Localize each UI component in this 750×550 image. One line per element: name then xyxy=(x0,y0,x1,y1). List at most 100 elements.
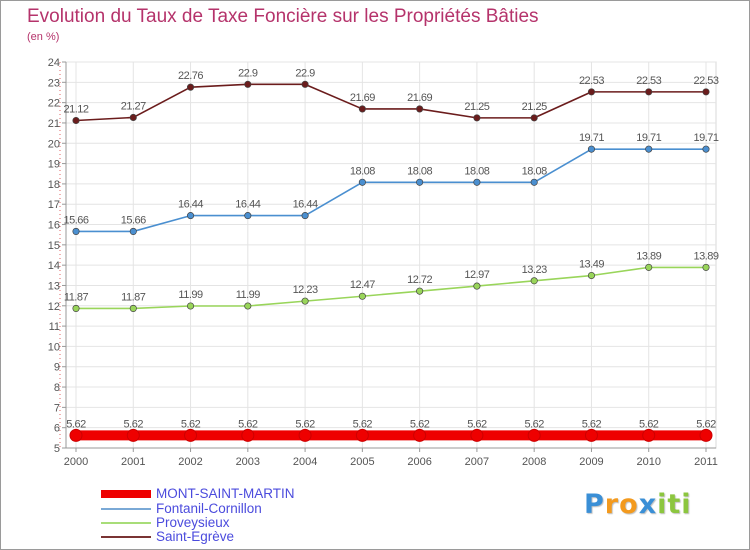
data-point xyxy=(129,227,137,235)
data-point xyxy=(587,145,596,153)
data-point xyxy=(416,287,424,295)
data-label: 19.71 xyxy=(579,132,604,144)
data-label: 12.47 xyxy=(350,279,375,291)
data-label: 18.08 xyxy=(350,165,375,177)
data-point xyxy=(587,88,596,96)
series-line xyxy=(75,148,707,233)
data-label: 5.62 xyxy=(410,418,430,430)
data-point xyxy=(645,145,653,153)
y-tick-label: 10 xyxy=(48,341,60,353)
y-tick-label: 19 xyxy=(48,159,60,171)
logo-letter: o xyxy=(619,489,639,520)
data-point xyxy=(126,428,140,442)
data-label: 15.66 xyxy=(121,214,146,226)
y-tick-label: 6 xyxy=(54,423,60,435)
data-point xyxy=(702,263,710,271)
legend-swatch xyxy=(101,508,151,510)
data-label: 13.89 xyxy=(636,250,661,262)
logo-letter: P xyxy=(584,489,605,520)
x-tick-label: 2003 xyxy=(236,456,260,468)
data-point xyxy=(645,263,653,271)
data-label: 21.12 xyxy=(63,104,88,116)
data-label: 12.23 xyxy=(293,284,318,296)
x-tick-label: 2000 xyxy=(64,456,88,468)
data-label: 5.62 xyxy=(524,418,544,430)
y-tick-label: 16 xyxy=(48,220,60,232)
data-label: 5.62 xyxy=(353,418,373,430)
y-tick-label: 14 xyxy=(48,260,60,272)
legend-label: Fontanil-Cornillon xyxy=(156,501,262,516)
data-point xyxy=(301,80,309,88)
data-point xyxy=(184,428,198,442)
data-point xyxy=(301,297,309,305)
plot-area xyxy=(65,61,717,449)
data-point xyxy=(186,212,195,220)
data-label: 18.08 xyxy=(464,165,489,177)
data-point xyxy=(527,428,541,442)
data-point xyxy=(358,292,366,300)
y-tick-label: 22 xyxy=(48,98,60,110)
data-point xyxy=(473,178,481,186)
data-label: 16.44 xyxy=(235,199,260,211)
data-point xyxy=(301,212,309,220)
data-point xyxy=(355,428,369,442)
data-point xyxy=(244,80,252,88)
legend-label: Saint-Egrève xyxy=(156,529,235,544)
y-tick-label: 24 xyxy=(48,57,60,69)
y-tick-label: 15 xyxy=(48,240,60,252)
x-tick-label: 2008 xyxy=(522,456,546,468)
data-label: 5.62 xyxy=(582,418,602,430)
data-point xyxy=(413,428,427,442)
data-label: 18.08 xyxy=(407,165,432,177)
data-point xyxy=(584,428,598,442)
data-point xyxy=(530,178,538,186)
logo-letter: i xyxy=(681,489,692,520)
data-label: 5.62 xyxy=(639,418,659,430)
chart-subtitle: (en %) xyxy=(27,31,60,43)
line-chart: 5 6 7 8 9 10 11 12 13 14 15 16 17 18 19 20 21 22 23 24 2000 2… xyxy=(48,57,720,468)
data-label: 13.23 xyxy=(522,264,547,276)
data-label: 22.53 xyxy=(693,75,718,87)
logo-letter: t xyxy=(667,489,682,520)
y-tick-label: 21 xyxy=(48,118,60,130)
data-point xyxy=(642,428,656,442)
data-point xyxy=(72,304,80,312)
data-label: 21.25 xyxy=(522,101,547,113)
x-tick-label: 2001 xyxy=(121,456,145,468)
data-label: 22.76 xyxy=(178,70,203,82)
y-tick-label: 23 xyxy=(48,77,60,89)
data-point xyxy=(470,428,484,442)
logo-letter: r xyxy=(604,489,620,520)
series-line xyxy=(75,83,707,122)
data-label: 13.89 xyxy=(693,250,718,262)
data-point xyxy=(298,428,312,442)
data-label: 22.53 xyxy=(636,75,661,87)
data-label: 13.49 xyxy=(579,259,604,271)
data-label: 11.99 xyxy=(178,289,203,301)
data-point xyxy=(416,105,424,113)
x-tick-label: 2010 xyxy=(636,456,660,468)
data-label: 5.62 xyxy=(238,418,258,430)
data-point xyxy=(530,114,538,122)
data-point xyxy=(244,302,252,310)
data-label: 21.25 xyxy=(464,101,489,113)
legend-swatch xyxy=(101,522,151,524)
data-label: 16.44 xyxy=(178,199,203,211)
y-tick-label: 9 xyxy=(54,362,60,374)
y-tick-label: 8 xyxy=(54,382,60,394)
data-label: 18.08 xyxy=(522,165,547,177)
data-point xyxy=(72,116,80,125)
data-point xyxy=(473,282,481,290)
data-label: 21.27 xyxy=(121,100,146,112)
data-label: 5.62 xyxy=(696,418,716,430)
data-label: 22.9 xyxy=(238,67,258,79)
y-tick-label: 20 xyxy=(48,138,60,150)
data-point xyxy=(358,105,366,113)
data-point xyxy=(129,113,137,122)
legend-swatch xyxy=(101,536,151,538)
proxiti-logo: Proxiti xyxy=(584,489,692,520)
y-tick-label: 17 xyxy=(48,199,60,211)
data-label: 5.62 xyxy=(66,418,86,430)
x-tick-label: 2007 xyxy=(465,456,489,468)
data-label: 15.66 xyxy=(63,214,88,226)
